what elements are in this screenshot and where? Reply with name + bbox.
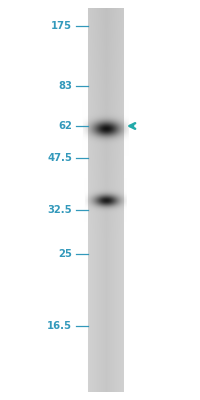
Text: 32.5: 32.5: [47, 205, 72, 215]
Text: 47.5: 47.5: [47, 153, 72, 163]
Text: 83: 83: [58, 81, 72, 91]
Text: 62: 62: [58, 121, 72, 131]
Text: 16.5: 16.5: [47, 321, 72, 331]
Text: 175: 175: [51, 21, 72, 31]
Text: 25: 25: [58, 249, 72, 259]
